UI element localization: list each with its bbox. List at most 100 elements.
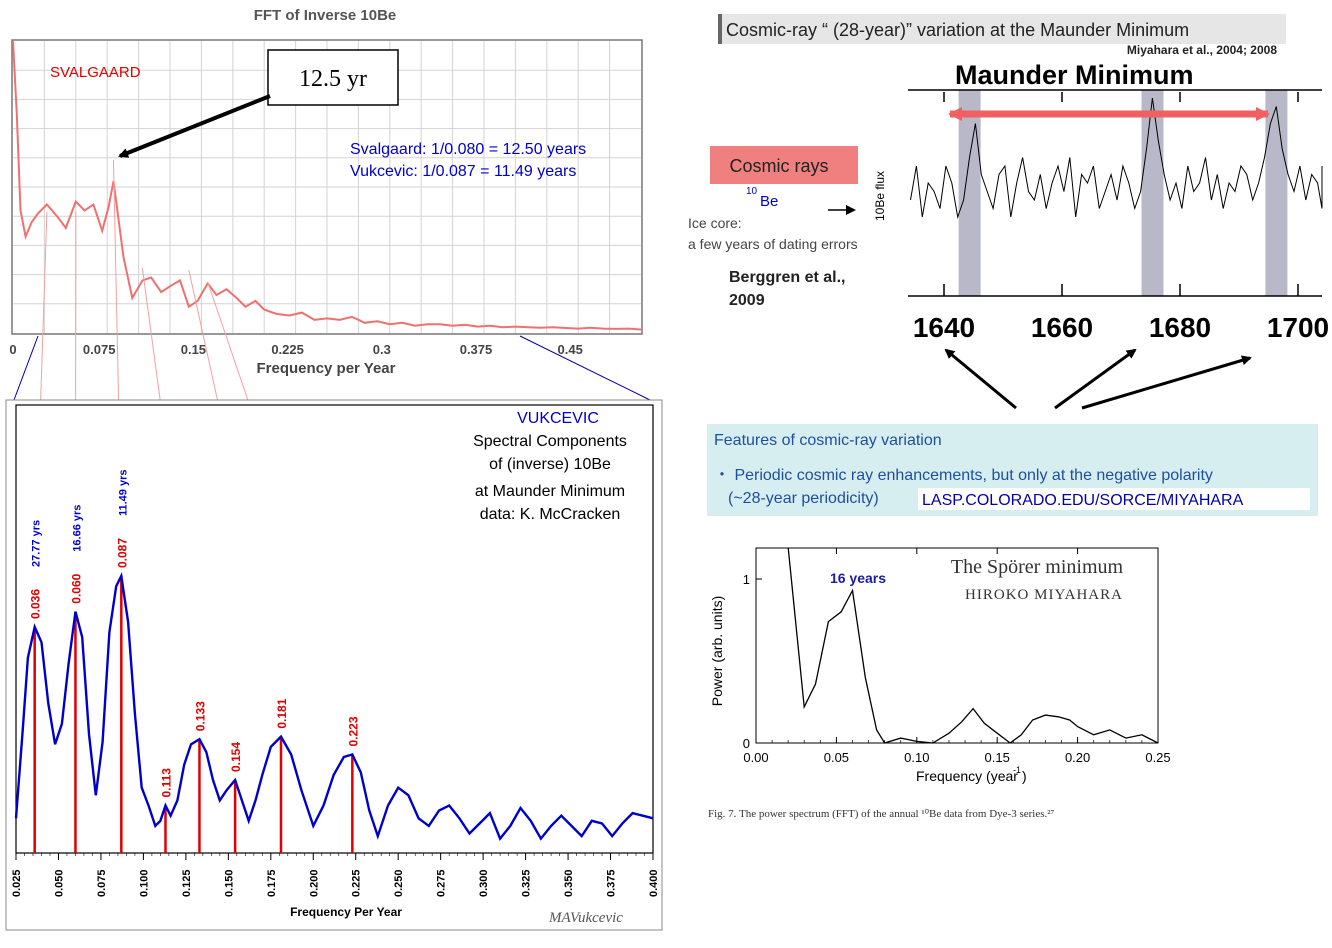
panel-vukcevic-spectrum: 0.036 0.060 0.087 0.113 0.133 0.154 0.181 0.223… (5, 399, 663, 931)
panel-c-band (958, 90, 981, 296)
panel-c-title: Cosmic-ray “ (28-year)” variation at the… (726, 20, 1189, 40)
panel-c-ylabel: 10Be flux (873, 171, 887, 221)
panel-b-peak-label: 0.113 (159, 768, 173, 798)
panel-a-tick-label: 0.225 (271, 342, 304, 357)
connector-left (13, 335, 39, 401)
panel-b-peak-label: 0.087 (115, 538, 129, 568)
panel-e-ylabel: Power (arb. units) (709, 596, 725, 706)
panel-a-note-line2: Vukcevic: 1/0.087 = 11.49 years (350, 163, 576, 180)
panel-b-tick-label: 0.050 (53, 869, 65, 897)
panel-b-tick-label: 0.200 (308, 869, 320, 897)
panel-c-year-labels: 1640 1660 1680 1700 (913, 312, 1329, 343)
panel-c-year-label: 1700 (1267, 312, 1329, 343)
panel-a-callout-arrow (118, 94, 271, 158)
panel-b-tick-label: 0.375 (606, 869, 618, 897)
panel-e-title: The Spörer minimum (951, 556, 1124, 578)
panel-b-peak-label: 0.223 (346, 716, 360, 746)
panel-maunder-minimum: Cosmic-ray “ (28-year)” variation at the… (688, 14, 1329, 410)
panel-e-xtick-label: 0.25 (1145, 750, 1170, 765)
panel-a-note-line1: Svalgaard: 1/0.080 = 12.50 years (350, 141, 586, 158)
panel-b-outer-frame (5, 399, 663, 931)
panel-e-xtick-label: 0.00 (743, 750, 768, 765)
panel-b-tick-label: 0.125 (181, 869, 193, 897)
panel-svalgaard-fft: FFT of Inverse 10Be SVALGAARD 12.5 yr Sv… (9, 7, 643, 377)
panel-e-ytick-label: 0 (743, 736, 750, 751)
panel-a-tick-label: 0.45 (558, 342, 583, 357)
panel-b-signature: MAVukcevic (548, 910, 623, 926)
panel-b-peak-labels: 0.036 0.060 0.087 0.113 0.133 0.154 0.181 0.223 (29, 538, 361, 798)
panel-c-year-label: 1660 (1031, 312, 1093, 343)
panel-b-peak-label: 0.036 (29, 589, 43, 619)
panel-b-tick-label: 0.400 (648, 869, 660, 897)
panel-b-xlabel: Frequency Per Year (290, 905, 402, 919)
panel-a-callout-box (267, 49, 399, 106)
panel-c-title-bar (718, 14, 1286, 44)
panel-b-tick-label: 0.175 (266, 869, 278, 897)
panel-b-peak-label: 0.133 (193, 701, 207, 731)
panel-e-ticks: 0.00 0.05 0.10 0.15 0.20 0.25 0 1 (743, 548, 1171, 765)
panel-b-tick-labels: 0.025 0.050 0.075 0.100 0.125 0.150 0.175 0.200… (11, 853, 660, 897)
panel-a-tick-label: 0.15 (181, 342, 206, 357)
panel-b-tick-label: 0.350 (563, 869, 575, 897)
panel-b-desc-2: of (inverse) 10Be (489, 456, 611, 473)
panel-c-citation2-line2: 2009 (729, 292, 765, 309)
panel-a-tick-label: 0.3 (373, 342, 391, 357)
panel-c-citation: Miyahara et al., 2004; 2008 (1127, 43, 1277, 57)
panel-e-xlabel-end: ) (1022, 768, 1027, 784)
panel-e-ytick-label: 1 (743, 572, 750, 587)
panel-b-author: VUKCEVIC (517, 410, 599, 427)
panel-b-peak-label: 0.060 (69, 573, 83, 603)
panel-c-band (1265, 90, 1288, 296)
panel-b-desc-3: at Maunder Minimum (475, 483, 625, 500)
panel-c-be-superscript: 10 (746, 186, 758, 197)
panel-c-year-label: 1640 (913, 312, 975, 343)
connector-right (519, 335, 651, 401)
panel-c-top-ticks (943, 92, 1299, 296)
panel-c-pointer-arrow-1680 (1054, 348, 1137, 410)
panel-c-ice-line2: a few years of dating errors (688, 236, 858, 252)
panel-c-title-accent (718, 14, 722, 44)
panel-a-xlabel: Frequency per Year (257, 360, 396, 377)
panel-b-peak-label: 0.181 (275, 698, 289, 728)
panel-b-tick-label: 0.150 (223, 869, 235, 897)
panel-b-tick-label: 0.325 (521, 869, 533, 897)
panel-e-xtick-label: 0.15 (985, 750, 1010, 765)
panel-a-svalgaard-label: SVALGAARD (50, 64, 141, 81)
panel-b-spectrum-curve (14, 572, 654, 841)
panel-e-xtick-label: 0.20 (1065, 750, 1090, 765)
panel-e-xlabel-sup: -1 (1013, 765, 1021, 775)
panel-b-tick-label: 0.275 (436, 869, 448, 897)
panel-c-pointer-arrow-1700 (1081, 355, 1252, 410)
panel-c-be-flux-line (910, 97, 1323, 219)
panel-b-tick-label: 0.225 (351, 869, 363, 897)
panel-features-box: Features of cosmic-ray variation ・ Perio… (707, 424, 1318, 516)
panel-c-citation2-line1: Berggren et al., (729, 269, 845, 286)
panel-b-period-label: 16.66 yrs (71, 505, 83, 552)
panel-e-annotation: 16 years (830, 570, 886, 586)
panel-b-tick-label: 0.025 (11, 869, 23, 897)
panel-d-heading: Features of cosmic-ray variation (714, 432, 942, 449)
panel-c-badge-text: Cosmic rays (729, 156, 828, 176)
panel-b-period-label: 27.77 yrs (31, 520, 43, 567)
panel-d-periodicity: (~28-year periodicity) (728, 490, 879, 507)
panel-c-year-label: 1680 (1149, 312, 1211, 343)
panel-c-badge (710, 146, 858, 184)
panel-b-desc-4: data: K. McCracken (480, 506, 621, 523)
panel-c-header: Maunder Minimum (955, 60, 1194, 90)
panel-c-be-text: Be (760, 193, 778, 210)
panel-b-tick-label: 0.100 (138, 869, 150, 897)
panel-b-period-labels: 27.77 yrs 16.66 yrs 11.49 yrs (31, 470, 130, 568)
panel-b-tick-label: 0.075 (96, 869, 108, 897)
panel-d-link-bg (918, 488, 1310, 510)
panel-b-tick-label: 0.300 (478, 869, 490, 897)
panel-a-tick-labels: 0 0.075 0.15 0.225 0.3 0.375 0.45 (9, 342, 582, 357)
panel-e-author: HIROKO MIYAHARA (965, 587, 1123, 603)
panel-d-bullet: ・ Periodic cosmic ray enhancements, but … (714, 467, 1213, 484)
panel-e-caption: Fig. 7. The power spectrum (FFT) of the … (708, 808, 1055, 820)
panel-e-xtick-label: 0.05 (824, 750, 849, 765)
panel-d-link[interactable]: LASP.COLORADO.EDU/SORCE/MIYAHARA (922, 492, 1244, 509)
panel-b-period-label: 11.49 yrs (117, 470, 129, 517)
panel-a-callout-text: 12.5 yr (299, 66, 367, 92)
panel-b-tick-label: 0.250 (393, 869, 405, 897)
panel-b-desc-1: Spectral Components (473, 433, 627, 450)
